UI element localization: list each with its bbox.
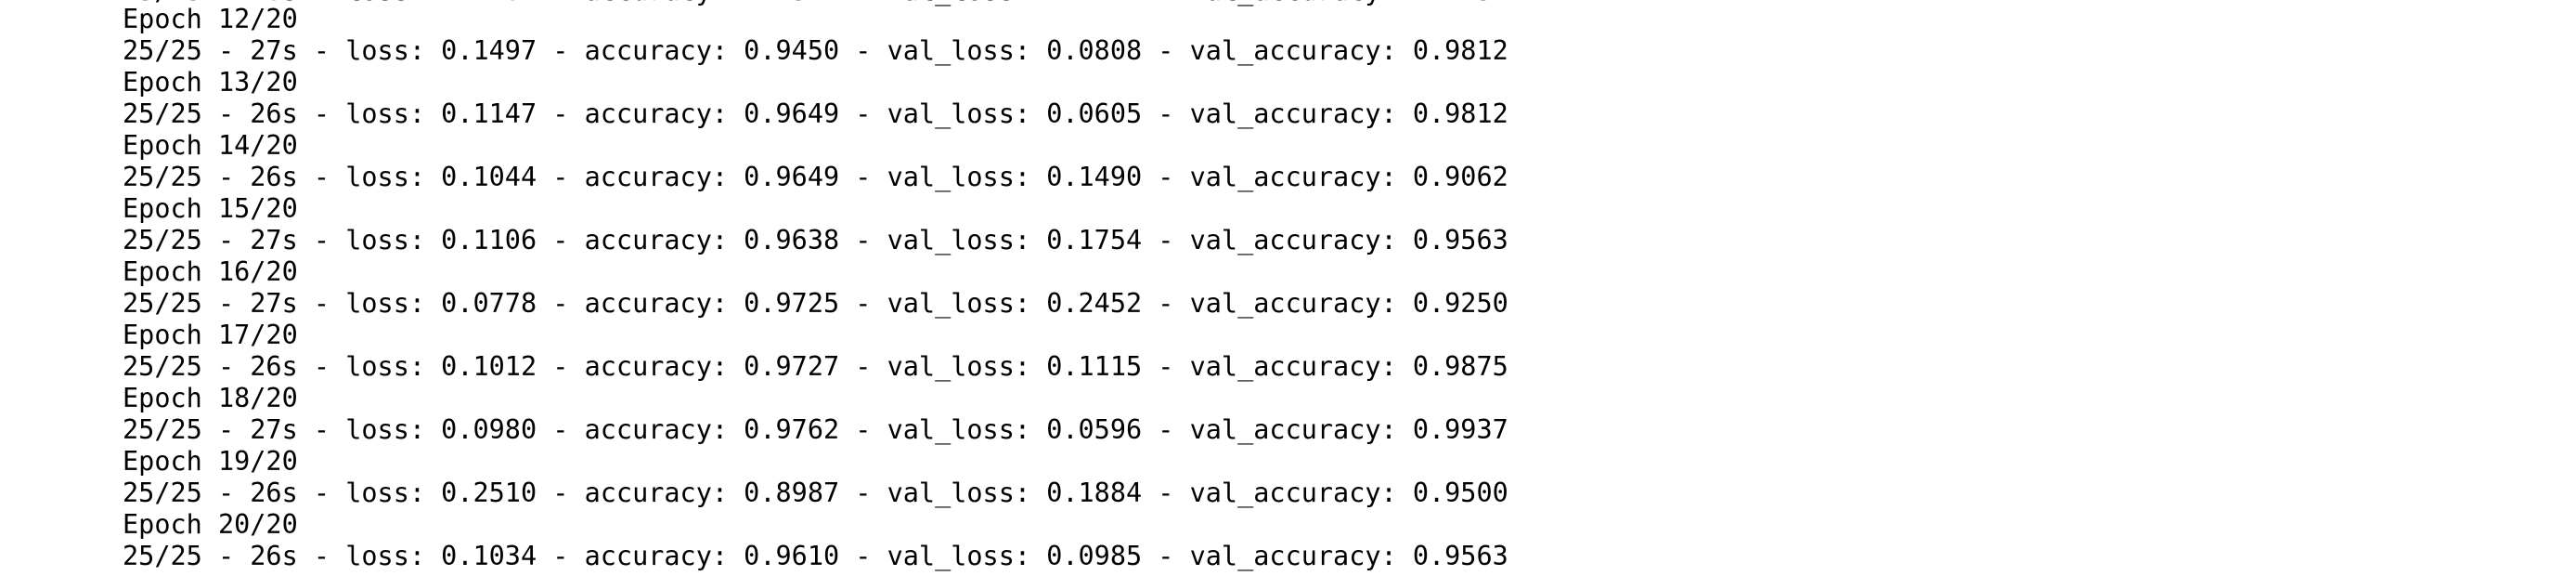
epoch-metrics-line: 25/25 - 26s - loss: 0.2510 - accuracy: 0… <box>123 478 1508 508</box>
epoch-header: Epoch 18/20 <box>123 383 298 413</box>
epoch-metrics-line: 25/25 - 27s - loss: 0.1106 - accuracy: 0… <box>123 225 1508 255</box>
epoch-header: Epoch 19/20 <box>123 446 298 477</box>
truncated-log-line: 25/25 - 26s - loss: 0.1280 - accuracy: 0… <box>123 0 1508 7</box>
epoch-metrics-line: 25/25 - 26s - loss: 0.1012 - accuracy: 0… <box>123 351 1508 382</box>
epoch-header: Epoch 13/20 <box>123 67 298 98</box>
epoch-metrics-line: 25/25 - 26s - loss: 0.1044 - accuracy: 0… <box>123 162 1508 192</box>
epoch-metrics-line: 25/25 - 27s - loss: 0.1497 - accuracy: 0… <box>123 35 1508 66</box>
epoch-header: Epoch 17/20 <box>123 320 298 350</box>
epoch-header: Epoch 16/20 <box>123 256 298 287</box>
epoch-header: Epoch 14/20 <box>123 130 298 161</box>
epoch-metrics-line: 25/25 - 27s - loss: 0.0980 - accuracy: 0… <box>123 414 1508 445</box>
epoch-header: Epoch 12/20 <box>123 4 298 34</box>
epoch-metrics-line: 25/25 - 27s - loss: 0.0778 - accuracy: 0… <box>123 288 1508 319</box>
epoch-metrics-line: 25/25 - 26s - loss: 0.1034 - accuracy: 0… <box>123 541 1508 571</box>
epoch-metrics-line: 25/25 - 26s - loss: 0.1147 - accuracy: 0… <box>123 98 1508 129</box>
training-log: Epoch 12/20 25/25 - 27s - loss: 0.1497 - … <box>123 4 1508 572</box>
epoch-header: Epoch 15/20 <box>123 193 298 224</box>
epoch-header: Epoch 20/20 <box>123 509 298 540</box>
